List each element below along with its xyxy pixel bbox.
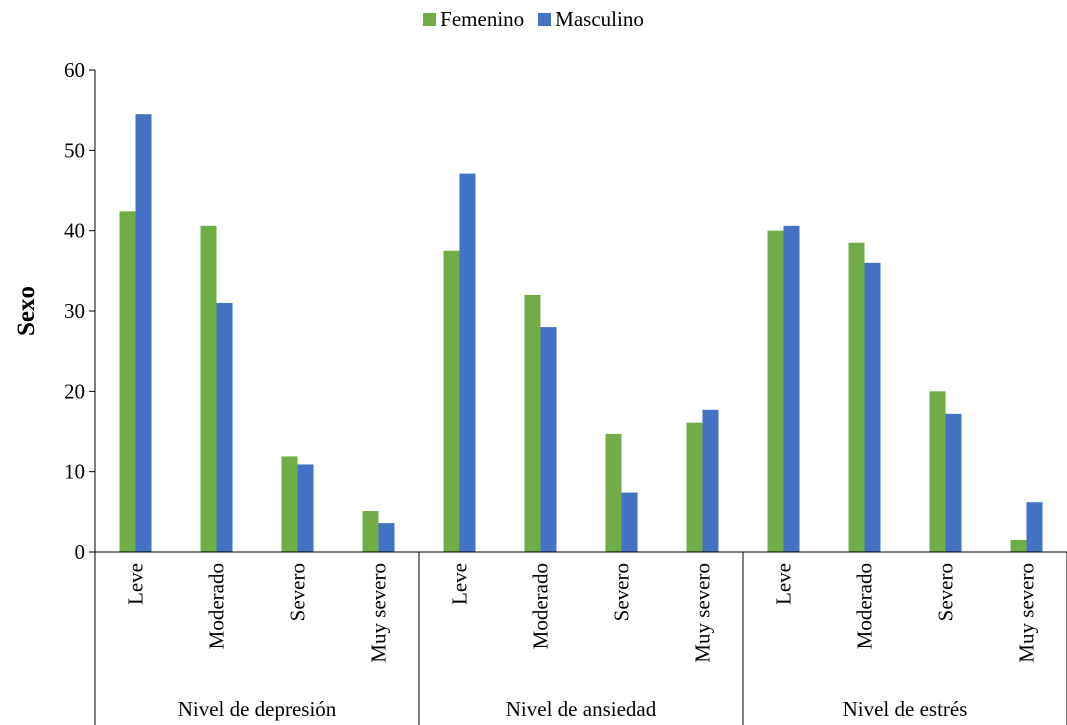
category-label: Moderado (529, 563, 553, 649)
group-label: Nivel de estrés (843, 697, 968, 721)
category-label: Leve (448, 563, 472, 605)
group-label: Nivel de ansiedad (506, 697, 657, 721)
legend-label-femenino: Femenino (440, 7, 525, 31)
y-tick-label: 30 (64, 299, 85, 323)
legend-label-masculino: Masculino (555, 7, 644, 31)
bar-femenino-11 (1010, 539, 1027, 552)
category-label: Muy severo (691, 563, 715, 663)
legend-swatch-masculino (538, 13, 552, 26)
bar-masculino-1 (216, 302, 233, 552)
y-axis: 0 10 20 30 40 50 60 (64, 58, 96, 564)
bar-masculino-4 (459, 173, 476, 552)
y-tick-label: 0 (75, 540, 86, 564)
y-tick-label: 40 (64, 219, 85, 243)
category-label: Muy severo (367, 563, 391, 663)
x-axis: Leve Moderado Severo Muy severo Leve Moderado… (94, 551, 1067, 725)
bars (119, 114, 1043, 553)
bar-femenino-2 (281, 456, 298, 552)
category-label: Leve (124, 563, 148, 605)
y-axis-label: Sexo (13, 286, 40, 336)
y-tick-label: 20 (64, 379, 85, 403)
bar-masculino-11 (1026, 502, 1043, 552)
bar-femenino-3 (362, 511, 379, 552)
legend-item-masculino: Masculino (538, 7, 644, 32)
legend-item-femenino: Femenino (423, 7, 524, 32)
bar-masculino-10 (945, 413, 962, 552)
y-tick-label: 60 (64, 58, 85, 82)
bar-femenino-7 (686, 422, 703, 552)
bar-masculino-3 (378, 523, 395, 552)
category-label: Muy severo (1015, 563, 1039, 663)
bar-femenino-1 (200, 225, 217, 552)
bar-femenino-9 (848, 242, 865, 552)
bar-femenino-8 (767, 230, 784, 552)
y-tick-label: 10 (64, 460, 85, 484)
bar-masculino-8 (783, 225, 800, 552)
bar-femenino-6 (605, 433, 622, 552)
group-label: Nivel de depresión (178, 697, 337, 721)
bar-masculino-2 (297, 464, 314, 552)
category-label: Severo (610, 563, 634, 621)
bar-femenino-10 (929, 391, 946, 552)
category-label: Leve (772, 563, 796, 605)
bar-masculino-9 (864, 262, 881, 552)
bar-masculino-7 (702, 409, 719, 552)
bar-masculino-6 (621, 492, 638, 552)
y-tick-label: 50 (64, 138, 85, 162)
category-label: Moderado (853, 563, 877, 649)
bar-femenino-5 (524, 294, 541, 552)
legend: Femenino Masculino (0, 7, 1067, 32)
bar-femenino-0 (119, 211, 136, 553)
legend-swatch-femenino (423, 13, 437, 26)
bar-masculino-0 (135, 114, 152, 552)
bar-masculino-5 (540, 327, 557, 552)
category-label: Moderado (205, 563, 229, 649)
category-label: Severo (286, 563, 310, 621)
bar-femenino-4 (443, 250, 460, 552)
category-label: Severo (934, 563, 958, 621)
